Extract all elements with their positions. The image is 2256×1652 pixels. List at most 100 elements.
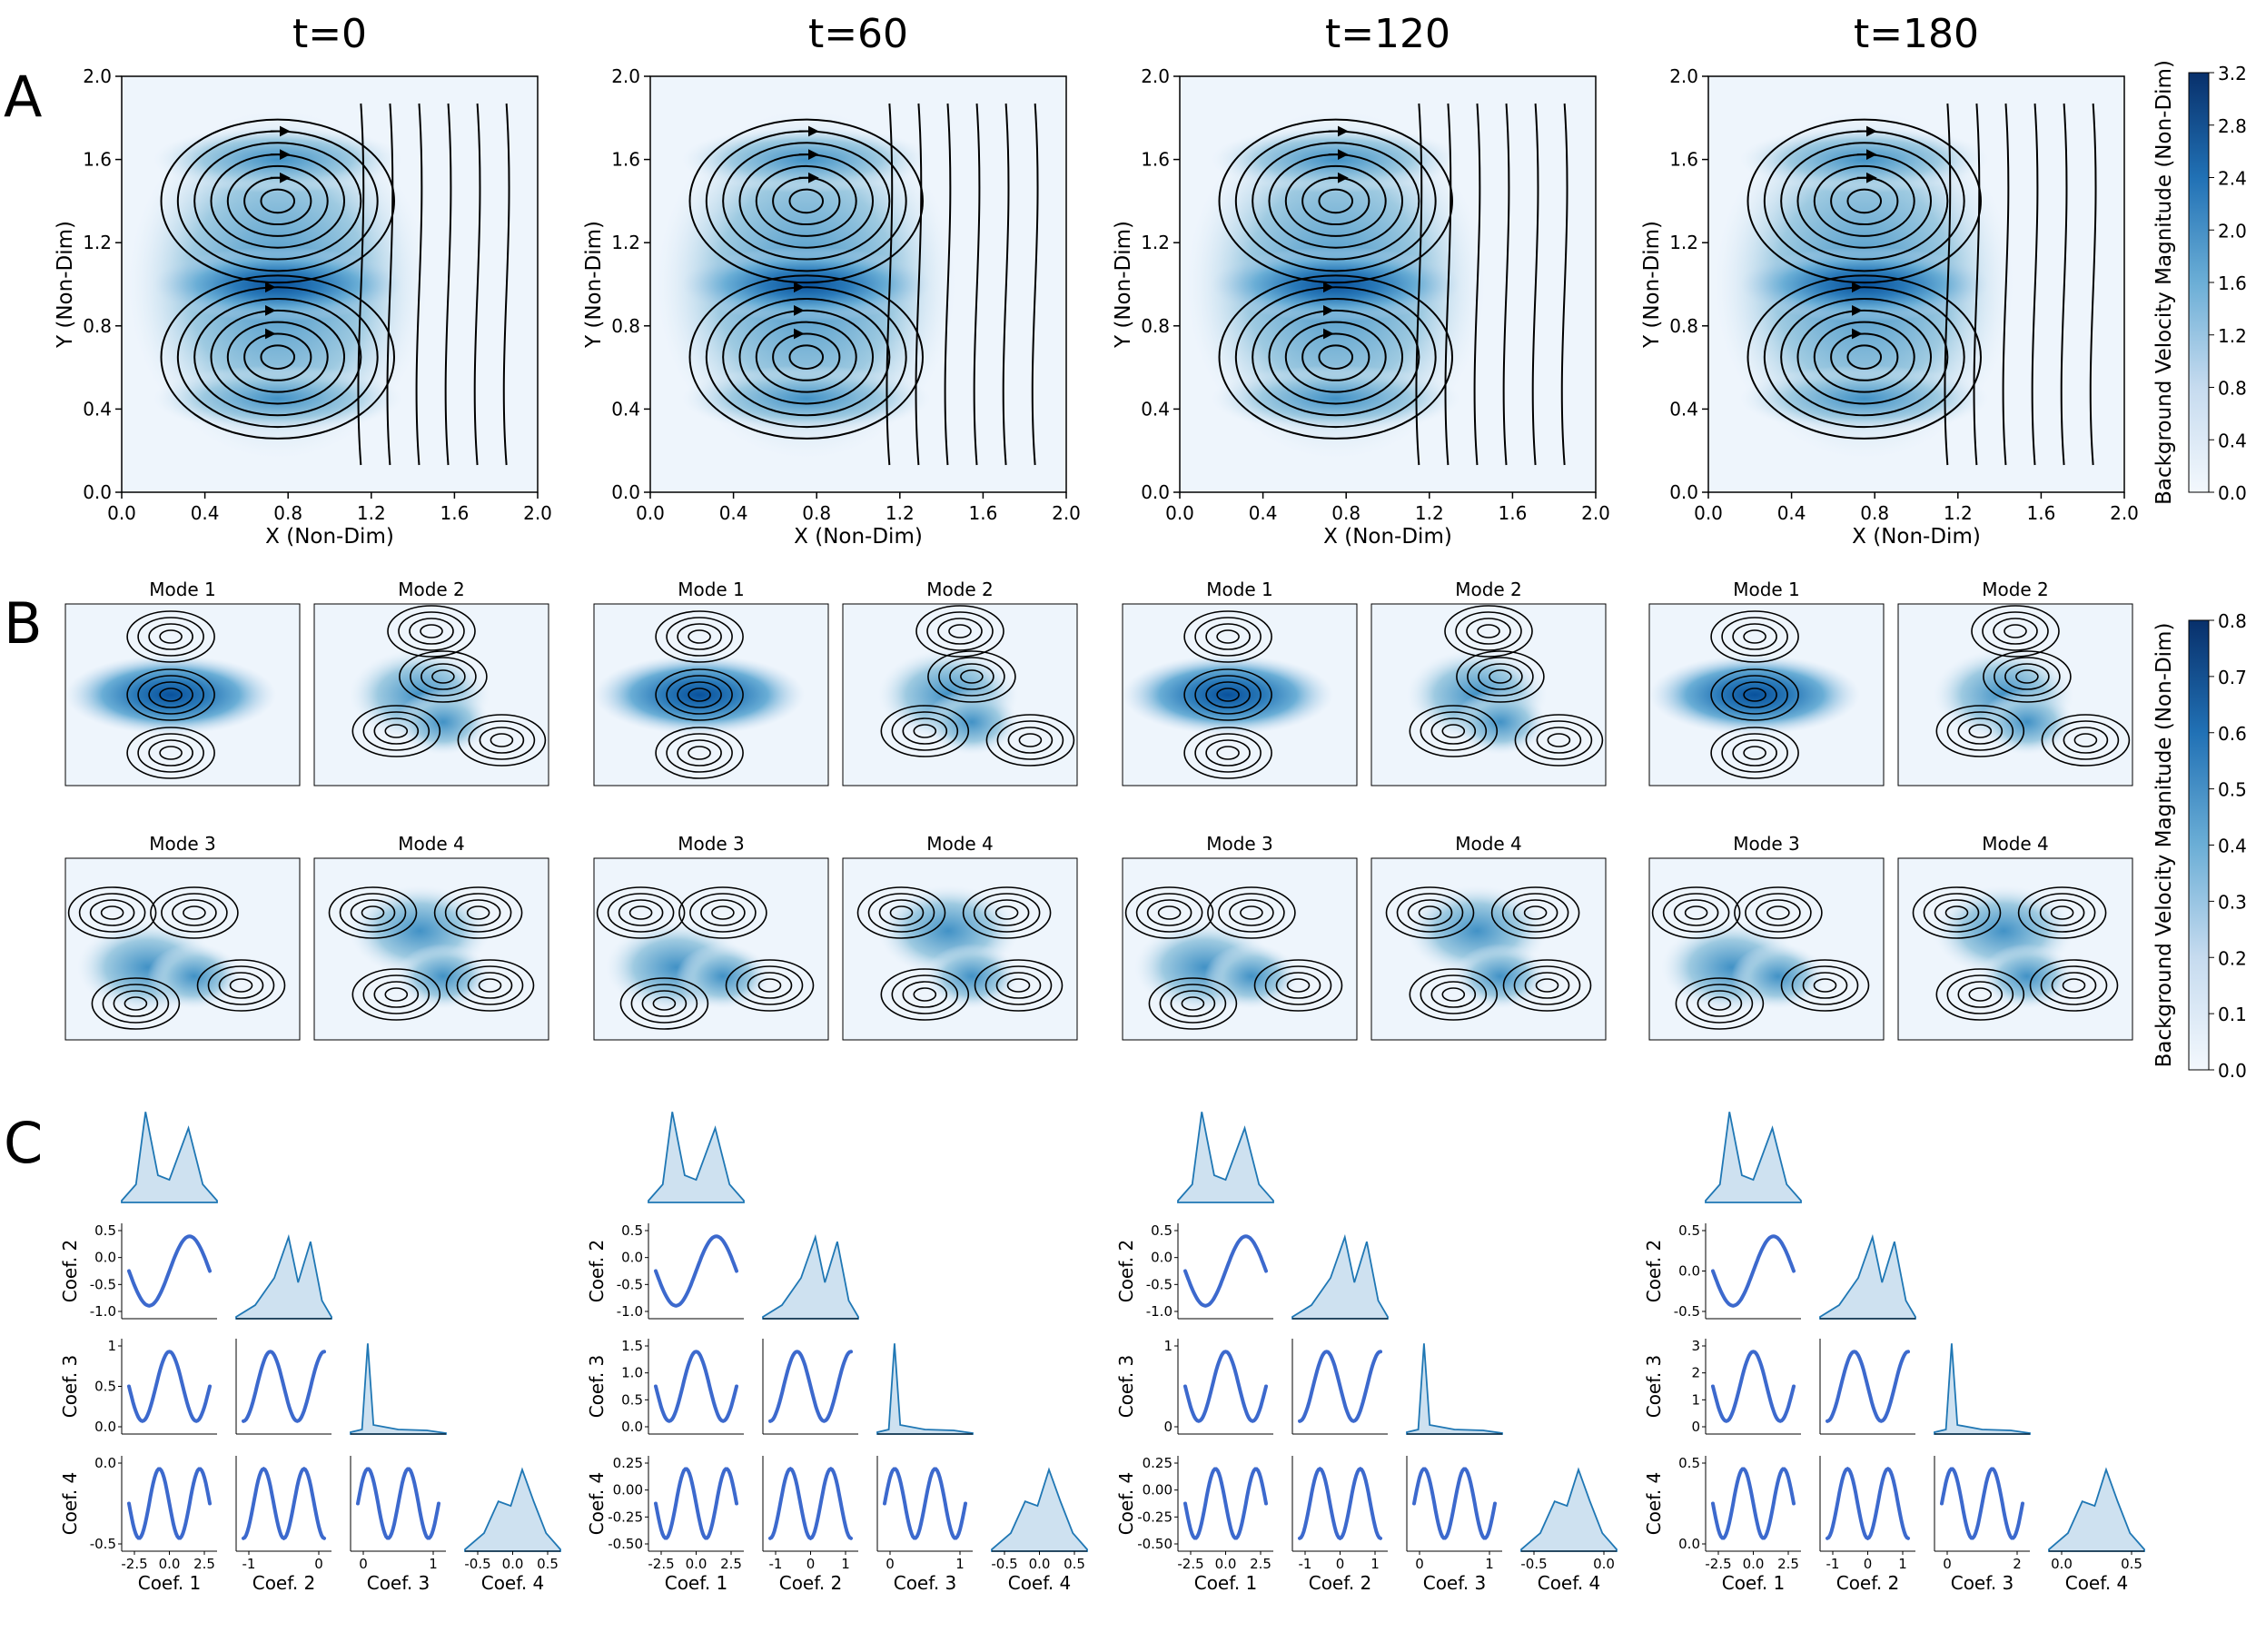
magnitude-bottom xyxy=(1739,365,1990,432)
mode-3-panel: Mode 3 xyxy=(1648,833,1885,1041)
mode-title: Mode 3 xyxy=(678,833,745,855)
streamline xyxy=(1971,605,2060,658)
x-axis-label: Coef. 3 xyxy=(367,1572,430,1594)
y-tick-label: 0.0 xyxy=(1151,1250,1173,1266)
streamline xyxy=(1264,965,1332,1005)
streamline xyxy=(1957,717,2004,745)
colorbar-tick-label: 0.1 xyxy=(2218,1004,2247,1025)
colorbar-tick-label: 0.8 xyxy=(2218,378,2247,400)
streamline xyxy=(444,103,452,466)
mode-title: Mode 2 xyxy=(926,579,994,600)
mode-magnitude xyxy=(396,689,490,755)
streamline xyxy=(1216,746,1240,760)
streamline xyxy=(351,705,441,757)
streamline xyxy=(2089,103,2097,466)
streamline xyxy=(973,103,981,466)
streamline xyxy=(1002,103,1010,466)
x-tick-label: 2.5 xyxy=(1777,1556,1799,1572)
streamline xyxy=(1253,959,1343,1012)
streamline xyxy=(1994,657,2061,697)
streamline xyxy=(985,714,1075,767)
streamline xyxy=(886,103,894,466)
streamline xyxy=(1512,899,1558,926)
streamline xyxy=(455,899,501,926)
streamline xyxy=(688,688,711,702)
streamline xyxy=(666,675,733,715)
streamline xyxy=(655,610,744,663)
streamline xyxy=(1830,332,1899,381)
x-tick-label: 1.2 xyxy=(1944,502,1973,524)
streamline xyxy=(1430,981,1477,1008)
mode-frame xyxy=(1648,857,1885,1041)
streamline xyxy=(1710,610,1799,663)
x-tick-label: 2 xyxy=(2013,1556,2022,1572)
streamline xyxy=(373,717,420,745)
streamline xyxy=(1536,727,1582,754)
y-tick-label: 2.0 xyxy=(1141,65,1170,87)
x-tick-label: 0.4 xyxy=(1777,502,1806,524)
plot-frame xyxy=(649,75,1067,493)
magnitude-bottom xyxy=(681,365,932,432)
streamline xyxy=(1780,142,1949,261)
streamline xyxy=(689,893,757,933)
x-tick-label: 0.4 xyxy=(719,502,748,524)
y-tick-label: 0.0 xyxy=(621,1419,643,1435)
y-tick-label: 0.8 xyxy=(1141,315,1170,337)
colorbar-tick-label: 0.0 xyxy=(2218,482,2247,504)
streamline xyxy=(736,965,804,1005)
streamline xyxy=(148,623,193,650)
plot-frame xyxy=(1179,75,1597,493)
streamline xyxy=(229,978,253,993)
streamline xyxy=(1031,103,1039,466)
scatter-points xyxy=(654,1350,738,1423)
mode-4-panel: Mode 4 xyxy=(1897,833,2133,1041)
streamline xyxy=(161,893,228,933)
streamline xyxy=(386,103,394,466)
colorbar-label: Background Velocity Magnitude (Non-Dim) xyxy=(2152,623,2176,1068)
mode-3-panel: Mode 3 xyxy=(64,833,301,1041)
mode-title: Mode 2 xyxy=(1982,579,2049,600)
y-tick-label: 0.0 xyxy=(94,1419,116,1435)
streamline xyxy=(100,905,124,920)
streamline xyxy=(207,965,275,1005)
x-tick-label: 0.8 xyxy=(273,502,302,524)
mode-magnitude xyxy=(1123,655,1334,735)
streamline xyxy=(137,617,204,657)
streamline xyxy=(1743,629,1766,644)
x-tick-label: 1 xyxy=(1898,1556,1907,1572)
y-tick-label: 1.0 xyxy=(621,1365,643,1381)
scatter-points xyxy=(883,1467,967,1540)
streamline xyxy=(1420,974,1488,1014)
streamline xyxy=(2060,103,2068,466)
streamline xyxy=(1912,886,2002,939)
streamline xyxy=(619,977,709,1030)
streamline xyxy=(738,309,875,405)
kde-4 xyxy=(2048,1467,2145,1552)
streamline xyxy=(984,899,1030,926)
mode-title: Mode 2 xyxy=(398,579,465,600)
y-tick-label: 0.5 xyxy=(621,1222,643,1239)
streamline xyxy=(1531,103,1539,466)
streamline xyxy=(1252,142,1420,261)
colorbar-tick-label: 0.4 xyxy=(2218,836,2247,857)
x-tick-label: 0.5 xyxy=(537,1556,559,1572)
streamline xyxy=(1732,623,1777,650)
scatter-points xyxy=(127,1467,212,1540)
x-tick-label: 0.0 xyxy=(1694,502,1723,524)
streamline xyxy=(1301,332,1370,381)
x-tick-label: 0 xyxy=(806,1556,816,1572)
streamline xyxy=(2028,893,2096,933)
x-tick-label: 0 xyxy=(1336,1556,1345,1572)
y-tick-label: -0.5 xyxy=(1674,1303,1700,1320)
streamline xyxy=(1018,733,1043,747)
streamline xyxy=(1968,987,1993,1002)
streamline xyxy=(399,650,488,703)
streamline xyxy=(1675,977,1765,1030)
streamline xyxy=(172,899,217,926)
x-axis-label: Coef. 3 xyxy=(1951,1572,2014,1594)
scatter-points xyxy=(768,1467,853,1541)
pairplot-1: 0.5 0.0 -0.5 -1.0 Coef. 2 1.5 1.0 0.5 0.0 Coef. 3… xyxy=(586,1112,1088,1594)
streamline xyxy=(926,611,994,651)
streamline xyxy=(150,886,239,939)
streamline xyxy=(1710,668,1799,721)
